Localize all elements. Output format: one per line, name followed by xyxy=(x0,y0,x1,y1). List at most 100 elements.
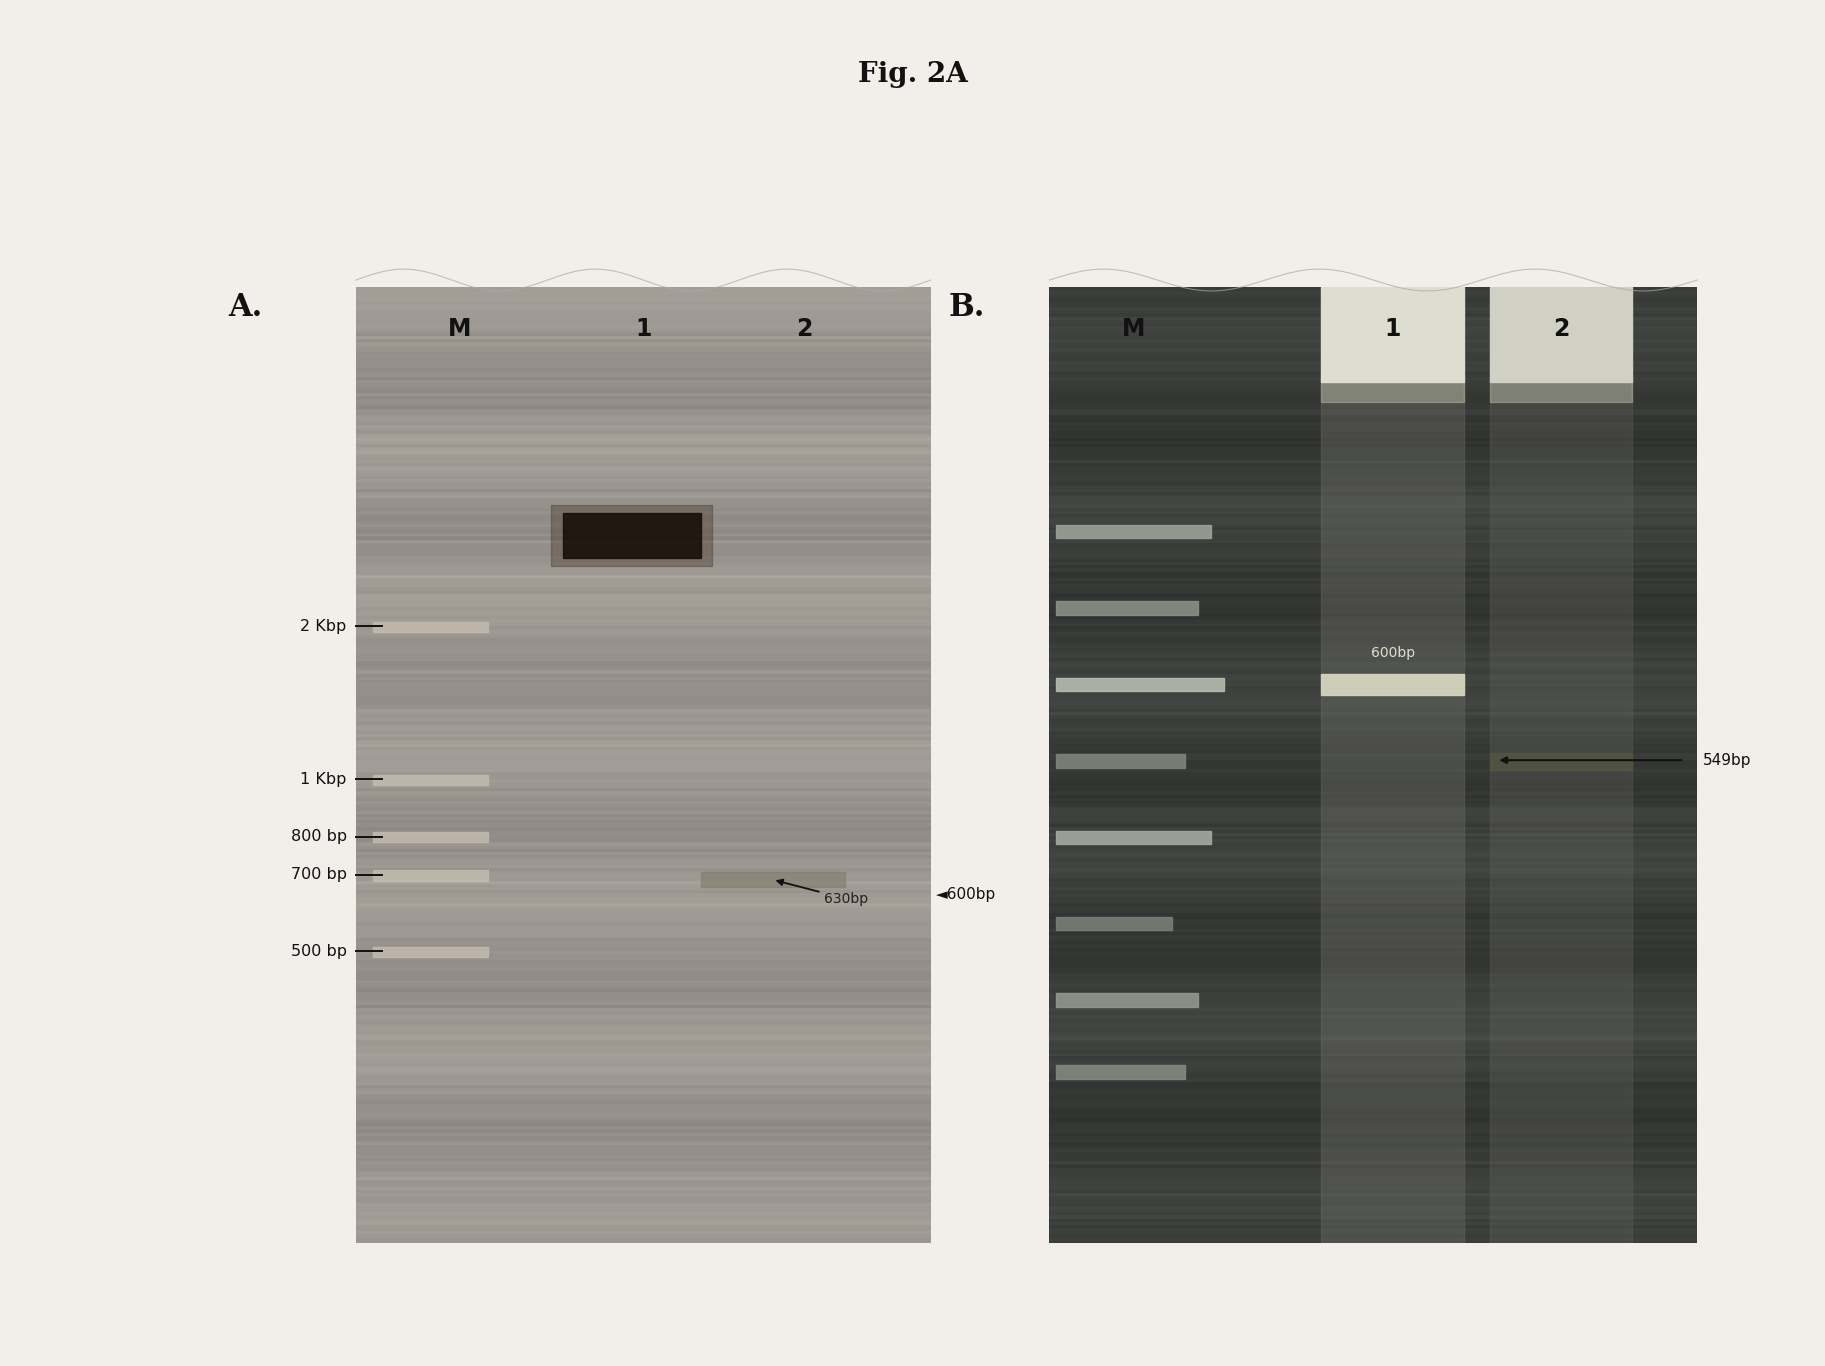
Bar xyxy=(1049,810,1697,813)
Bar xyxy=(356,447,931,449)
Bar xyxy=(1049,880,1697,882)
Bar xyxy=(356,552,931,555)
Bar xyxy=(1049,657,1697,660)
Bar xyxy=(356,925,931,928)
Bar xyxy=(1049,1106,1697,1109)
Bar xyxy=(356,968,931,973)
Bar xyxy=(356,858,931,861)
Bar xyxy=(1049,822,1697,825)
Bar xyxy=(1049,749,1697,753)
Bar xyxy=(1049,791,1697,794)
Bar xyxy=(356,586,931,590)
Bar xyxy=(356,561,931,564)
Bar xyxy=(356,1083,931,1087)
Bar xyxy=(1049,1205,1697,1208)
Bar xyxy=(356,411,931,414)
Bar xyxy=(1049,784,1697,787)
Bar xyxy=(356,1112,931,1116)
Bar xyxy=(356,567,931,571)
Bar xyxy=(1049,1001,1697,1004)
Bar xyxy=(1049,992,1697,994)
Bar xyxy=(1049,328,1697,332)
Bar xyxy=(1049,1157,1697,1160)
Bar xyxy=(1049,622,1697,624)
Bar xyxy=(356,992,931,994)
Bar xyxy=(1049,316,1697,318)
Bar xyxy=(356,729,931,734)
Bar xyxy=(356,423,931,428)
Bar xyxy=(356,1233,931,1236)
Bar xyxy=(356,548,931,552)
Bar xyxy=(1049,956,1697,959)
Bar xyxy=(356,485,931,488)
Bar xyxy=(356,892,931,896)
Bar xyxy=(1049,1049,1697,1052)
Bar xyxy=(1049,1138,1697,1141)
Bar xyxy=(356,1064,931,1068)
Bar xyxy=(1049,777,1697,781)
Bar xyxy=(356,844,931,848)
Bar xyxy=(1049,949,1697,953)
Bar xyxy=(1049,437,1697,440)
Bar xyxy=(1049,571,1697,574)
Text: 2: 2 xyxy=(796,317,812,340)
Bar xyxy=(1049,1074,1697,1078)
Bar xyxy=(356,1128,931,1131)
Bar xyxy=(1049,423,1697,428)
Bar xyxy=(1049,1102,1697,1106)
Bar xyxy=(356,328,931,332)
Bar xyxy=(1049,318,1697,322)
Bar xyxy=(356,342,931,344)
Bar xyxy=(356,418,931,421)
Bar xyxy=(1049,1150,1697,1154)
Bar xyxy=(356,395,931,399)
Bar xyxy=(356,822,931,825)
Bar xyxy=(1049,1071,1697,1074)
Bar xyxy=(1049,1128,1697,1131)
Bar xyxy=(356,937,931,940)
Text: 2: 2 xyxy=(1553,317,1570,340)
Bar xyxy=(1049,966,1697,968)
Bar xyxy=(1049,351,1697,354)
Bar xyxy=(1049,701,1697,705)
Bar xyxy=(356,918,931,921)
Bar xyxy=(356,1236,931,1240)
Bar xyxy=(356,982,931,985)
Bar xyxy=(356,851,931,854)
Bar xyxy=(356,583,931,586)
Bar xyxy=(356,734,931,736)
Bar xyxy=(356,523,931,526)
Bar xyxy=(1049,1059,1697,1061)
Bar xyxy=(1049,392,1697,395)
Bar xyxy=(1049,574,1697,576)
Bar xyxy=(1049,705,1697,708)
Bar xyxy=(1049,863,1697,867)
Bar xyxy=(356,882,931,887)
Bar xyxy=(1049,1100,1697,1102)
Bar xyxy=(1049,344,1697,347)
Text: 2 Kbp: 2 Kbp xyxy=(301,619,347,634)
Bar xyxy=(356,564,931,567)
Bar xyxy=(1049,1026,1697,1030)
Bar xyxy=(1049,768,1697,772)
Bar xyxy=(1049,361,1697,363)
Bar xyxy=(356,382,931,385)
Bar xyxy=(356,803,931,806)
Text: 700 bp: 700 bp xyxy=(290,867,347,882)
Bar xyxy=(1049,1145,1697,1147)
Bar xyxy=(356,535,931,538)
Bar xyxy=(1049,322,1697,325)
Bar xyxy=(356,1016,931,1020)
Bar xyxy=(356,1193,931,1195)
Bar xyxy=(1049,1160,1697,1164)
Bar xyxy=(356,1195,931,1198)
Bar xyxy=(701,872,845,888)
Bar xyxy=(356,1135,931,1138)
Bar xyxy=(356,796,931,800)
Bar xyxy=(356,309,931,313)
Bar xyxy=(1049,624,1697,628)
Bar xyxy=(1049,1040,1697,1042)
Bar xyxy=(1049,414,1697,418)
Bar xyxy=(1049,303,1697,306)
Bar xyxy=(356,889,931,892)
